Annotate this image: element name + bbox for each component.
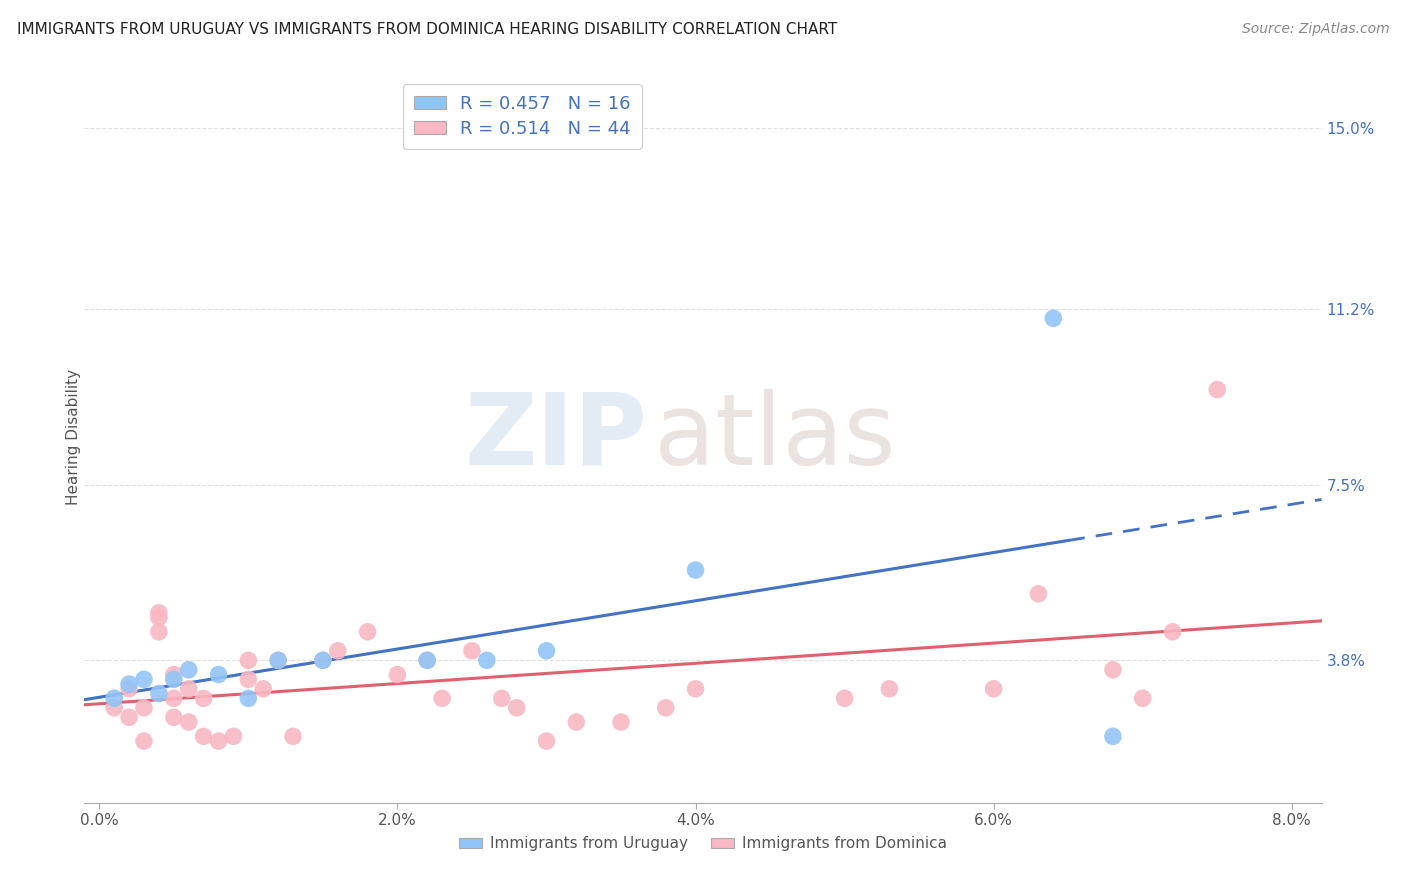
- Point: [312, 653, 335, 667]
- Point: [118, 681, 141, 696]
- Point: [834, 691, 856, 706]
- Point: [238, 673, 260, 687]
- Point: [505, 701, 527, 715]
- Point: [1161, 624, 1184, 639]
- Point: [163, 667, 186, 681]
- Point: [416, 653, 439, 667]
- Point: [252, 681, 274, 696]
- Point: [1102, 663, 1125, 677]
- Text: IMMIGRANTS FROM URUGUAY VS IMMIGRANTS FROM DOMINICA HEARING DISABILITY CORRELATI: IMMIGRANTS FROM URUGUAY VS IMMIGRANTS FR…: [17, 22, 837, 37]
- Point: [207, 667, 229, 681]
- Point: [475, 653, 498, 667]
- Point: [326, 644, 349, 658]
- Y-axis label: Hearing Disability: Hearing Disability: [66, 369, 80, 505]
- Point: [177, 663, 200, 677]
- Point: [281, 729, 304, 743]
- Point: [983, 681, 1005, 696]
- Point: [685, 681, 707, 696]
- Point: [193, 729, 215, 743]
- Point: [177, 681, 200, 696]
- Point: [148, 606, 170, 620]
- Text: Source: ZipAtlas.com: Source: ZipAtlas.com: [1241, 22, 1389, 37]
- Point: [461, 644, 484, 658]
- Point: [387, 667, 409, 681]
- Point: [267, 653, 290, 667]
- Point: [491, 691, 513, 706]
- Point: [132, 673, 155, 687]
- Point: [536, 734, 558, 748]
- Point: [163, 673, 186, 687]
- Point: [312, 653, 335, 667]
- Point: [103, 691, 125, 706]
- Point: [430, 691, 453, 706]
- Point: [148, 624, 170, 639]
- Point: [1028, 587, 1050, 601]
- Point: [879, 681, 901, 696]
- Point: [163, 691, 186, 706]
- Point: [148, 687, 170, 701]
- Point: [1042, 311, 1064, 326]
- Point: [536, 644, 558, 658]
- Point: [654, 701, 676, 715]
- Point: [1102, 729, 1125, 743]
- Point: [1132, 691, 1154, 706]
- Point: [416, 653, 439, 667]
- Point: [222, 729, 245, 743]
- Point: [193, 691, 215, 706]
- Point: [1206, 383, 1229, 397]
- Point: [118, 710, 141, 724]
- Point: [103, 701, 125, 715]
- Point: [356, 624, 378, 639]
- Point: [148, 610, 170, 624]
- Text: ZIP: ZIP: [464, 389, 647, 485]
- Point: [565, 714, 588, 729]
- Point: [207, 734, 229, 748]
- Point: [238, 691, 260, 706]
- Point: [118, 677, 141, 691]
- Text: atlas: atlas: [654, 389, 896, 485]
- Point: [132, 701, 155, 715]
- Point: [132, 734, 155, 748]
- Point: [685, 563, 707, 577]
- Point: [177, 714, 200, 729]
- Point: [610, 714, 633, 729]
- Point: [163, 710, 186, 724]
- Legend: Immigrants from Uruguay, Immigrants from Dominica: Immigrants from Uruguay, Immigrants from…: [453, 830, 953, 857]
- Point: [238, 653, 260, 667]
- Point: [267, 653, 290, 667]
